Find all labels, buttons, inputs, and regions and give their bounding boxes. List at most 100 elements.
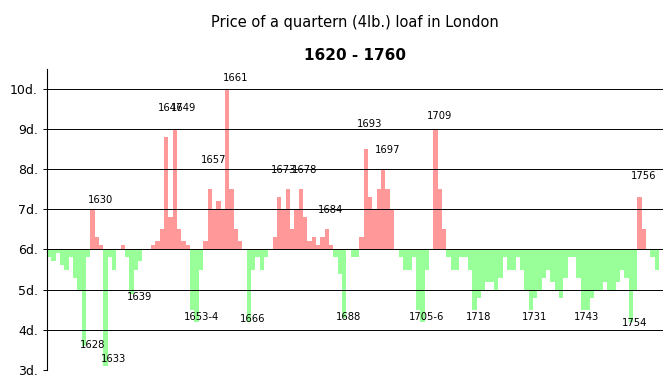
Bar (567, 249, 572, 258)
Bar (607, 249, 611, 290)
Bar (247, 249, 251, 321)
Bar (490, 249, 494, 281)
Bar (594, 249, 598, 290)
Bar (563, 249, 567, 278)
Text: 1649: 1649 (171, 103, 196, 113)
Bar (108, 249, 112, 258)
Bar (259, 249, 264, 270)
Bar (464, 249, 468, 258)
Bar (425, 249, 429, 270)
Bar (68, 249, 73, 258)
Bar (502, 249, 507, 258)
Bar (338, 249, 342, 273)
Bar (125, 249, 129, 258)
Bar (507, 249, 511, 270)
Bar (134, 249, 138, 270)
Bar (572, 249, 576, 258)
Bar (494, 249, 498, 290)
Bar (129, 249, 134, 293)
Text: 1678: 1678 (292, 166, 318, 176)
Bar (551, 249, 555, 281)
Bar (628, 249, 633, 321)
Bar (655, 249, 659, 270)
Text: 1633: 1633 (101, 353, 127, 363)
Bar (82, 249, 86, 346)
Bar (416, 249, 420, 310)
Bar (420, 249, 425, 321)
Bar (525, 249, 529, 290)
Text: 1731: 1731 (522, 311, 547, 321)
Bar (476, 249, 481, 298)
Bar (411, 249, 416, 258)
Bar (529, 249, 533, 310)
Text: 1754: 1754 (622, 318, 647, 328)
Bar (485, 249, 490, 281)
Bar (407, 249, 411, 270)
Bar (516, 249, 520, 258)
Bar (633, 249, 637, 290)
Bar (472, 249, 476, 310)
Bar (355, 249, 359, 258)
Bar (112, 249, 117, 270)
Bar (590, 249, 594, 298)
Bar (611, 249, 616, 290)
Text: 1693: 1693 (357, 119, 383, 129)
Bar (251, 249, 255, 270)
Text: 1743: 1743 (574, 311, 600, 321)
Bar (581, 249, 585, 310)
Text: 1756: 1756 (630, 171, 656, 181)
Bar (651, 249, 655, 258)
Text: 1653-4: 1653-4 (184, 311, 219, 321)
Text: 1673: 1673 (271, 166, 296, 176)
Bar (468, 249, 472, 270)
Bar (451, 249, 455, 270)
Bar (86, 249, 90, 258)
Bar (51, 249, 56, 261)
Text: 1661: 1661 (222, 73, 248, 83)
Bar (138, 249, 143, 261)
Bar (616, 249, 620, 281)
Bar (73, 249, 77, 278)
Bar (576, 249, 581, 278)
Bar (546, 249, 551, 270)
Bar (56, 249, 60, 253)
Bar (455, 249, 459, 270)
Bar (555, 249, 559, 290)
Bar (334, 249, 338, 258)
Bar (598, 249, 602, 290)
Bar (620, 249, 624, 270)
Text: 1705-6: 1705-6 (409, 311, 445, 321)
Text: 1639: 1639 (127, 291, 153, 301)
Bar (342, 249, 346, 318)
Bar (103, 249, 108, 366)
Bar (459, 249, 464, 258)
Text: 1620 - 1760: 1620 - 1760 (304, 48, 406, 63)
Bar (64, 249, 68, 270)
Bar (403, 249, 407, 270)
Bar (602, 249, 607, 281)
Bar (190, 249, 194, 310)
Text: Price of a quartern (4lb.) loaf in London: Price of a quartern (4lb.) loaf in Londo… (211, 15, 499, 30)
Bar (511, 249, 516, 270)
Text: 1709: 1709 (427, 111, 452, 121)
Bar (399, 249, 403, 258)
Text: 1718: 1718 (466, 311, 491, 321)
Text: 1697: 1697 (375, 146, 400, 156)
Bar (498, 249, 502, 278)
Text: 1666: 1666 (240, 313, 265, 323)
Text: 1684: 1684 (318, 206, 344, 216)
Bar (47, 249, 51, 258)
Text: 1647: 1647 (157, 103, 183, 113)
Bar (624, 249, 628, 278)
Bar (537, 249, 542, 290)
Bar (199, 249, 203, 270)
Bar (77, 249, 82, 290)
Bar (194, 249, 199, 321)
Bar (542, 249, 546, 278)
Bar (533, 249, 537, 298)
Text: 1657: 1657 (201, 156, 226, 166)
Bar (264, 249, 268, 258)
Bar (585, 249, 590, 310)
Bar (255, 249, 259, 258)
Bar (559, 249, 563, 298)
